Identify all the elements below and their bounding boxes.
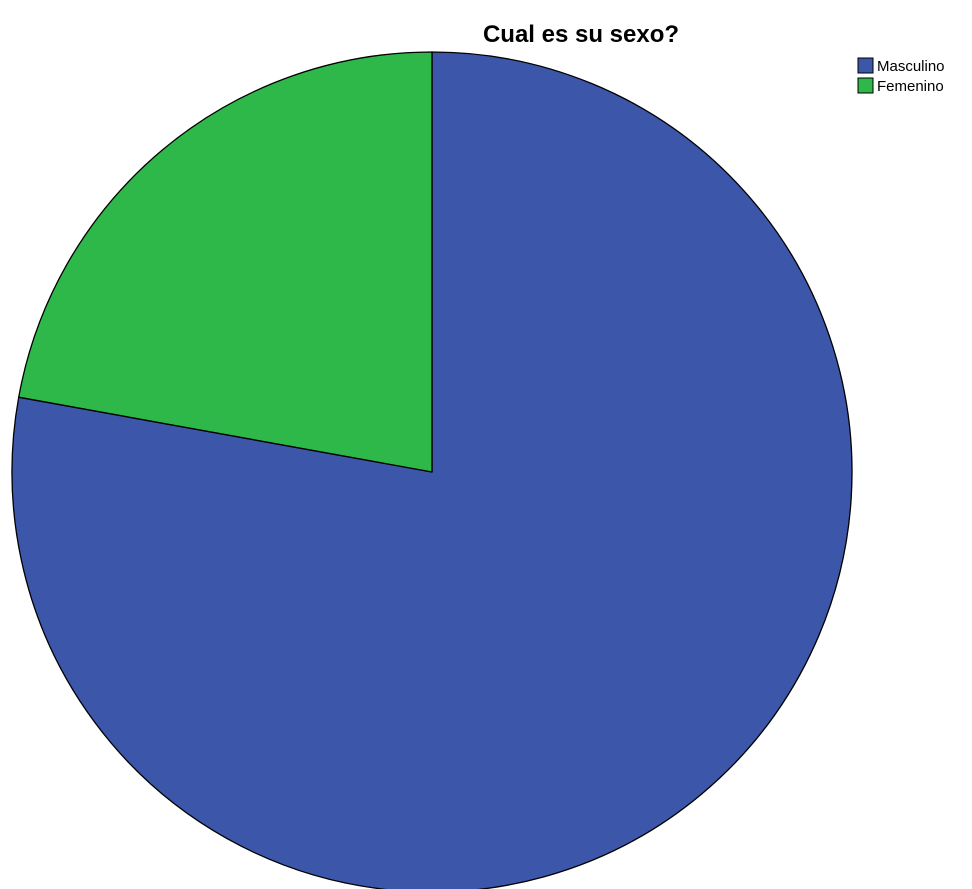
legend-swatch-masculino [857,57,874,74]
legend-label-femenino: Femenino [877,78,944,95]
chart-title: Cual es su sexo? [483,21,679,48]
legend-swatch-femenino [857,77,874,94]
pie-slice-femenino [18,51,433,473]
pie-slices [11,51,853,889]
legend: Masculino Femenino [857,57,945,95]
legend-label-masculino: Masculino [877,58,945,75]
